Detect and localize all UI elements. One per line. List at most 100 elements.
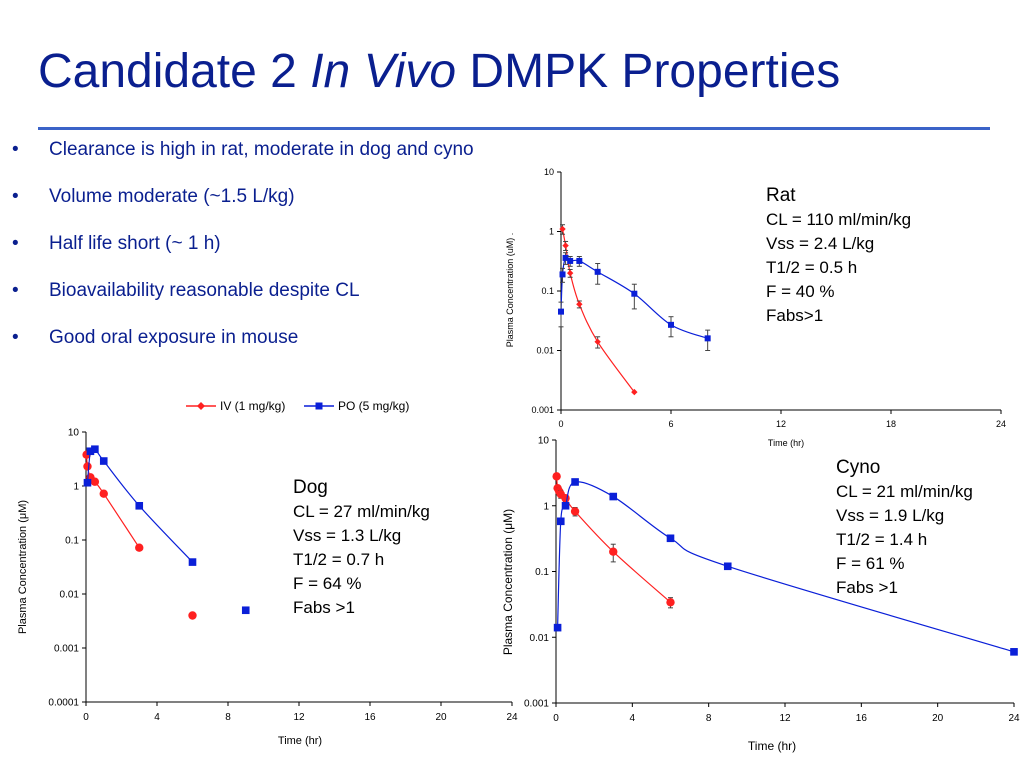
bullet-item: • Volume moderate (~1.5 L/kg) — [12, 184, 474, 231]
dog-y-tick-label: 0.01 — [60, 590, 80, 601]
dog-po-point — [83, 478, 92, 487]
cyno-info-line: Vss = 1.9 L/kg — [836, 506, 945, 525]
rat-po-point — [576, 257, 583, 264]
dog-iv-point — [135, 543, 144, 552]
rat-iv-point — [559, 225, 566, 233]
rat-iv-line — [561, 228, 635, 393]
legend: IV (1 mg/kg) PO (5 mg/kg) — [186, 399, 409, 413]
bullet-list: • Clearance is high in rat, moderate in d… — [12, 137, 474, 372]
cyno-x-tick-label: 24 — [1008, 713, 1020, 724]
bullet-item: • Good oral exposure in mouse — [12, 325, 474, 372]
slide-title: Candidate 2 In Vivo DMPK Properties — [38, 48, 840, 96]
dog-x-axis-label: Time (hr) — [278, 735, 322, 747]
title-part-3: DMPK Properties — [456, 45, 841, 98]
cyno-iv-point — [666, 598, 675, 607]
cyno-po-line — [556, 481, 1015, 653]
bullet-item: • Bioavailability reasonable despite CL — [12, 278, 474, 325]
dog-x-tick-label: 24 — [506, 712, 518, 723]
rat-info: Rat CL = 110 ml/min/kg Vss = 2.4 L/kg T1… — [766, 184, 911, 328]
cyno-x-tick-label: 4 — [630, 713, 636, 724]
rat-x-tick-label: 0 — [558, 419, 563, 429]
cyno-x-axis-label: Time (hr) — [748, 739, 796, 753]
cyno-po-point — [553, 623, 562, 632]
cyno-info-line: Fabs >1 — [836, 578, 898, 597]
dog-po-point — [188, 558, 197, 566]
bullet-marker: • — [12, 233, 19, 254]
rat-chart: 0.001 0.01 0.1 1 10 0 6 12 18 24 Time (hr) Plasma C… — [505, 167, 1006, 448]
dog-info-heading: Dog — [293, 477, 328, 498]
bullet-text: Half life short (~ 1 h) — [49, 233, 221, 254]
dog-info-line: Fabs >1 — [293, 598, 355, 617]
cyno-y-tick-label: 10 — [538, 436, 550, 447]
dog-y-tick-label: 0.001 — [54, 644, 79, 655]
dog-info-line: CL = 27 ml/min/kg — [293, 502, 430, 521]
dog-po-point — [86, 447, 95, 456]
cyno-x-tick-label: 20 — [932, 713, 944, 724]
dog-y-tick-label: 0.0001 — [48, 698, 79, 709]
cyno-x-tick-label: 8 — [706, 713, 712, 724]
dog-iv-point — [83, 462, 92, 471]
rat-iv-point — [576, 301, 583, 308]
rat-y-tick-label: 0.01 — [536, 346, 554, 356]
cyno-info: Cyno CL = 21 ml/min/kg Vss = 1.9 L/kg T1… — [836, 456, 973, 600]
rat-info-line: T1/2 = 0.5 h — [766, 258, 858, 277]
bullet-item: • Half life short (~ 1 h) — [12, 231, 474, 278]
bullet-marker: • — [12, 280, 19, 301]
rat-po-point — [704, 335, 711, 342]
dog-x-tick-label: 20 — [435, 712, 447, 723]
bullet-item: • Clearance is high in rat, moderate in d… — [12, 137, 474, 184]
bullet-text: Volume moderate (~1.5 L/kg) — [49, 186, 295, 207]
dog-info-line: Vss = 1.3 L/kg — [293, 526, 402, 545]
cyno-info-line: T1/2 = 1.4 h — [836, 530, 928, 549]
cyno-po-point — [609, 492, 618, 501]
cyno-po-point — [561, 501, 570, 510]
rat-x-tick-label: 12 — [776, 419, 786, 429]
rat-y-tick-label: 0.001 — [531, 405, 554, 415]
cyno-iv-point — [609, 547, 618, 556]
cyno-x-tick-label: 16 — [856, 713, 868, 724]
rat-po-point — [559, 271, 566, 278]
legend-po-label: PO (5 mg/kg) — [338, 399, 409, 413]
cyno-po-point — [723, 562, 732, 571]
rat-iv-point — [566, 269, 574, 277]
bullet-text: Good oral exposure in mouse — [49, 327, 299, 348]
rat-po-point — [668, 321, 674, 328]
rat-y-axis-label: Plasma Concentration (uM) . — [505, 233, 515, 348]
legend-iv-label: IV (1 mg/kg) — [220, 399, 285, 413]
dog-y-tick-label: 1 — [73, 482, 79, 493]
cyno-po-point — [1010, 648, 1018, 656]
bullet-text: Clearance is high in rat, moderate in do… — [49, 139, 474, 160]
cyno-x-tick-label: 0 — [553, 713, 559, 724]
dog-y-tick-label: 0.1 — [65, 536, 79, 547]
dog-info-line: T1/2 = 0.7 h — [293, 550, 385, 569]
legend-iv-marker — [197, 402, 205, 410]
rat-x-tick-label: 18 — [886, 419, 896, 429]
title-rule — [38, 127, 990, 130]
dog-info: Dog CL = 27 ml/min/kg Vss = 1.3 L/kg T1/… — [293, 476, 430, 620]
cyno-iv-point — [552, 472, 561, 481]
rat-info-line: CL = 110 ml/min/kg — [766, 210, 912, 229]
cyno-y-tick-label: 1 — [543, 501, 549, 512]
title-part-1: Candidate 2 — [38, 45, 311, 98]
rat-y-tick-label: 1 — [549, 227, 554, 237]
bullet-marker: • — [12, 186, 19, 207]
rat-info-heading: Rat — [766, 185, 796, 206]
cyno-info-line: CL = 21 ml/min/kg — [836, 482, 973, 501]
dog-x-tick-label: 12 — [293, 712, 305, 723]
dog-chart: 0.0001 0.001 0.01 0.1 1 10 0 4 8 12 16 20 24 Time (hr… — [17, 428, 518, 748]
cyno-info-line: F = 61 % — [836, 554, 905, 573]
dog-y-axis-label: Plasma Concentration (μM) — [17, 500, 29, 634]
cyno-po-point — [556, 517, 565, 526]
cyno-iv-point — [570, 507, 580, 516]
dog-x-tick-label: 0 — [83, 712, 89, 723]
cyno-po-point — [666, 534, 675, 543]
rat-iv-point — [631, 388, 638, 396]
rat-info-line: F = 40 % — [766, 282, 835, 301]
bullet-marker: • — [12, 327, 19, 348]
title-part-2: In Vivo — [310, 45, 457, 98]
rat-x-tick-label: 24 — [996, 419, 1006, 429]
rat-y-tick-label: 10 — [544, 167, 554, 177]
rat-po-point — [558, 308, 564, 315]
rat-x-tick-label: 6 — [668, 419, 673, 429]
